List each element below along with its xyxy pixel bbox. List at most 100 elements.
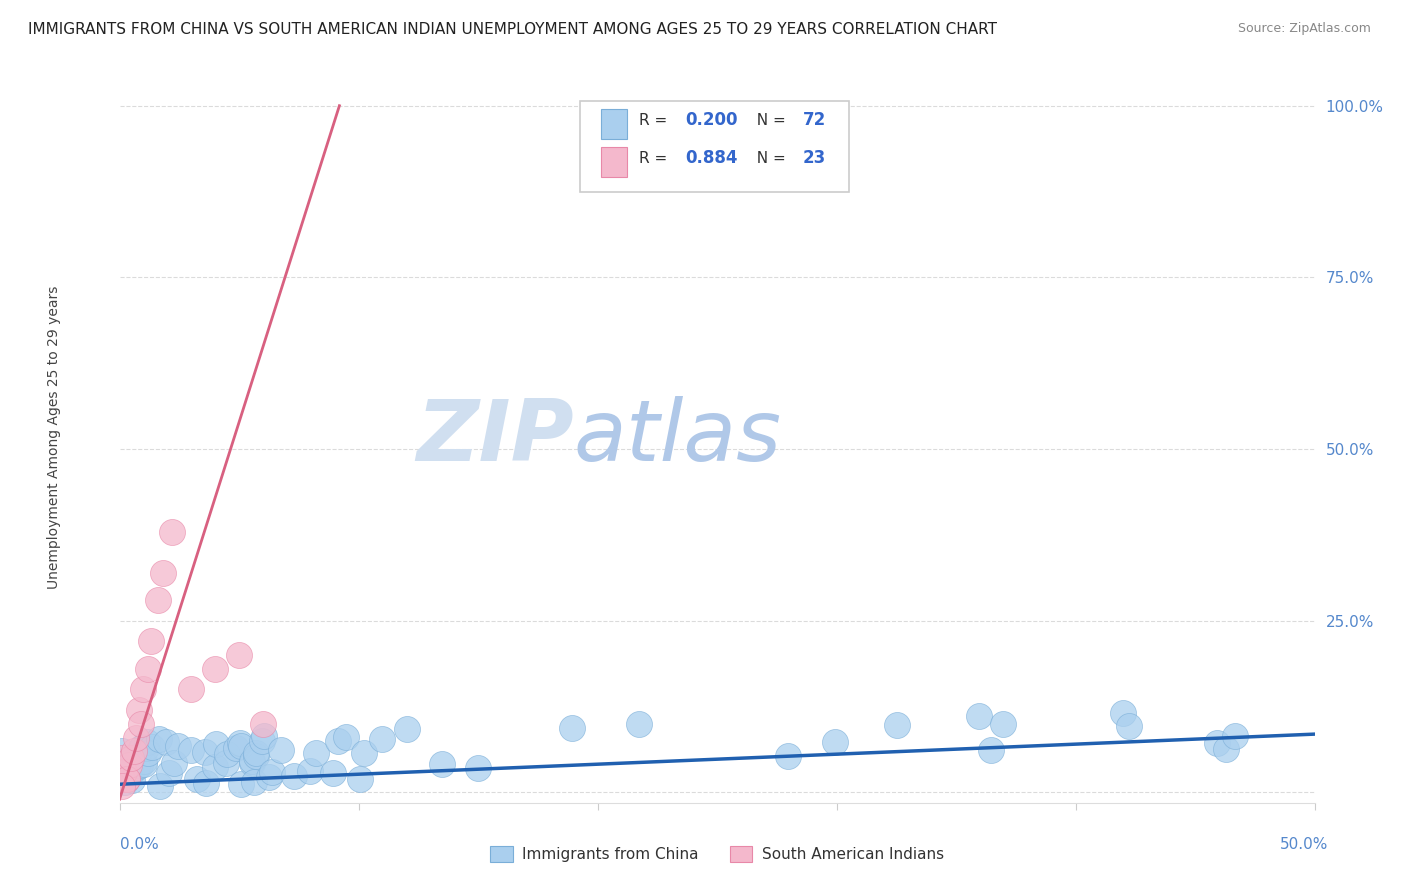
Point — [114, 774, 136, 789]
Point — [111, 744, 134, 758]
Point — [257, 770, 280, 784]
Point — [242, 754, 264, 768]
Text: R =: R = — [640, 151, 672, 166]
Text: ZIP: ZIP — [416, 395, 574, 479]
Point — [186, 772, 208, 786]
Point — [194, 775, 217, 789]
Point — [157, 766, 180, 780]
Point — [112, 764, 135, 779]
Bar — [602, 146, 627, 178]
Text: N =: N = — [747, 113, 790, 128]
Point — [134, 754, 156, 768]
Point — [111, 756, 134, 771]
Point — [205, 737, 228, 751]
Point — [167, 739, 190, 753]
Point — [117, 764, 139, 778]
Bar — [602, 109, 627, 139]
Point — [215, 756, 238, 771]
Point — [180, 682, 202, 697]
Text: 0.200: 0.200 — [685, 112, 737, 129]
Point — [122, 744, 145, 758]
Point — [118, 758, 141, 772]
Point — [118, 765, 141, 780]
Point — [328, 734, 350, 748]
Point — [111, 758, 134, 772]
Point — [228, 648, 250, 662]
Point — [1215, 742, 1237, 756]
Point — [967, 709, 990, 723]
Point — [371, 731, 394, 746]
Text: 72: 72 — [803, 112, 827, 129]
Text: IMMIGRANTS FROM CHINA VS SOUTH AMERICAN INDIAN UNEMPLOYMENT AMONG AGES 25 TO 29 : IMMIGRANTS FROM CHINA VS SOUTH AMERICAN … — [28, 22, 997, 37]
Point — [180, 742, 202, 756]
Point — [136, 735, 159, 749]
Point — [128, 703, 150, 717]
Point — [225, 740, 247, 755]
Point — [349, 772, 371, 786]
Text: Source: ZipAtlas.com: Source: ZipAtlas.com — [1237, 22, 1371, 36]
Point — [121, 751, 143, 765]
Point — [149, 779, 172, 793]
Point — [121, 773, 143, 788]
Point — [776, 748, 799, 763]
Point — [136, 747, 159, 761]
Point — [141, 739, 163, 754]
Point — [240, 756, 263, 770]
Point — [204, 662, 226, 676]
Point — [125, 731, 148, 745]
Point — [204, 760, 226, 774]
Text: 23: 23 — [803, 149, 827, 168]
Point — [1112, 706, 1135, 720]
Point — [886, 718, 908, 732]
Point — [112, 764, 135, 779]
Point — [135, 741, 157, 756]
Text: N =: N = — [747, 151, 790, 166]
Point — [136, 662, 159, 676]
Point — [111, 772, 134, 786]
Legend: Immigrants from China, South American Indians: Immigrants from China, South American In… — [484, 840, 950, 868]
Point — [115, 772, 138, 786]
Point — [111, 779, 134, 793]
Point — [561, 721, 583, 735]
Point — [160, 524, 183, 539]
Point — [991, 717, 1014, 731]
Text: R =: R = — [640, 113, 672, 128]
Point — [322, 766, 344, 780]
Point — [115, 772, 138, 786]
Point — [134, 757, 156, 772]
Text: Unemployment Among Ages 25 to 29 years: Unemployment Among Ages 25 to 29 years — [46, 285, 60, 589]
Point — [194, 745, 217, 759]
Point — [243, 774, 266, 789]
Point — [270, 742, 292, 756]
Point — [252, 716, 274, 731]
Point — [432, 756, 454, 771]
Point — [125, 760, 148, 774]
Point — [131, 740, 153, 755]
Point — [628, 717, 651, 731]
Point — [146, 593, 169, 607]
Point — [132, 682, 155, 697]
Point — [1223, 729, 1246, 743]
Point — [299, 764, 322, 778]
Point — [129, 758, 152, 772]
Point — [253, 729, 276, 743]
Point — [1118, 719, 1140, 733]
Point — [163, 756, 186, 770]
Point — [1206, 736, 1229, 750]
Point — [111, 751, 134, 765]
FancyBboxPatch shape — [579, 101, 849, 192]
Point — [262, 764, 284, 779]
Point — [155, 735, 177, 749]
Text: 50.0%: 50.0% — [1281, 837, 1329, 852]
Point — [228, 736, 250, 750]
Point — [245, 749, 267, 764]
Point — [148, 732, 170, 747]
Point — [111, 766, 134, 780]
Text: 0.884: 0.884 — [685, 149, 737, 168]
Point — [215, 747, 238, 762]
Point — [120, 766, 142, 780]
Text: 0.0%: 0.0% — [120, 837, 159, 852]
Text: atlas: atlas — [574, 395, 782, 479]
Point — [980, 743, 1002, 757]
Point — [245, 746, 267, 760]
